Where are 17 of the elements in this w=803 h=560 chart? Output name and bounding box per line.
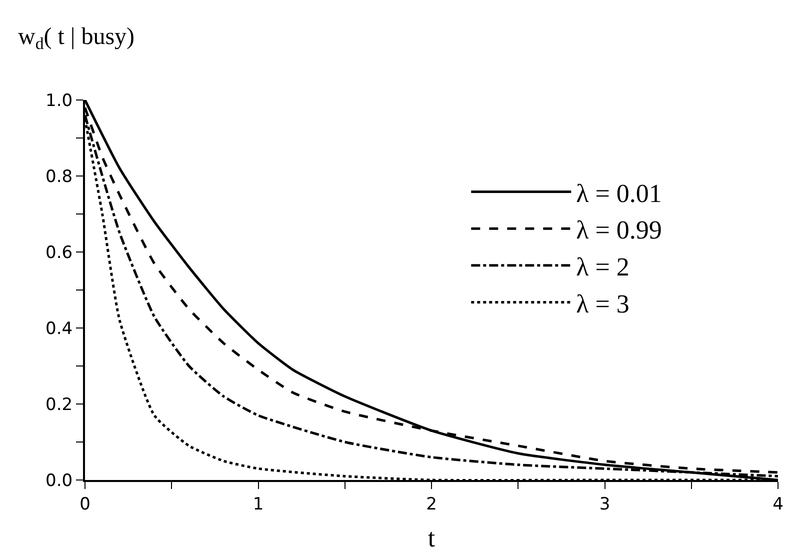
x-axis-title: t (428, 524, 436, 553)
y-tick-label: 0.4 (46, 318, 73, 339)
x-tick-label: 4 (772, 494, 784, 514)
y-tick-label: 0.2 (46, 394, 73, 415)
legend-label: λ = 3 (576, 289, 630, 318)
legend-label: λ = 0.99 (576, 216, 662, 245)
y-tick-label: 0.6 (46, 242, 73, 263)
y-tick-label: 0.8 (46, 166, 73, 187)
x-tick-label: 0 (80, 494, 90, 514)
y-axis-title: w$_{d}$( t | busy) (18, 24, 135, 54)
y-tick-label: 1.0 (46, 90, 73, 111)
x-tick-label: 2 (426, 494, 437, 514)
legend-label: λ = 2 (576, 252, 630, 282)
y-tick-label: 0.0 (46, 470, 73, 491)
x-tick-label: 1 (252, 494, 264, 514)
x-tick-label: 3 (599, 494, 610, 514)
legend-label: λ = 0.01 (576, 178, 662, 208)
